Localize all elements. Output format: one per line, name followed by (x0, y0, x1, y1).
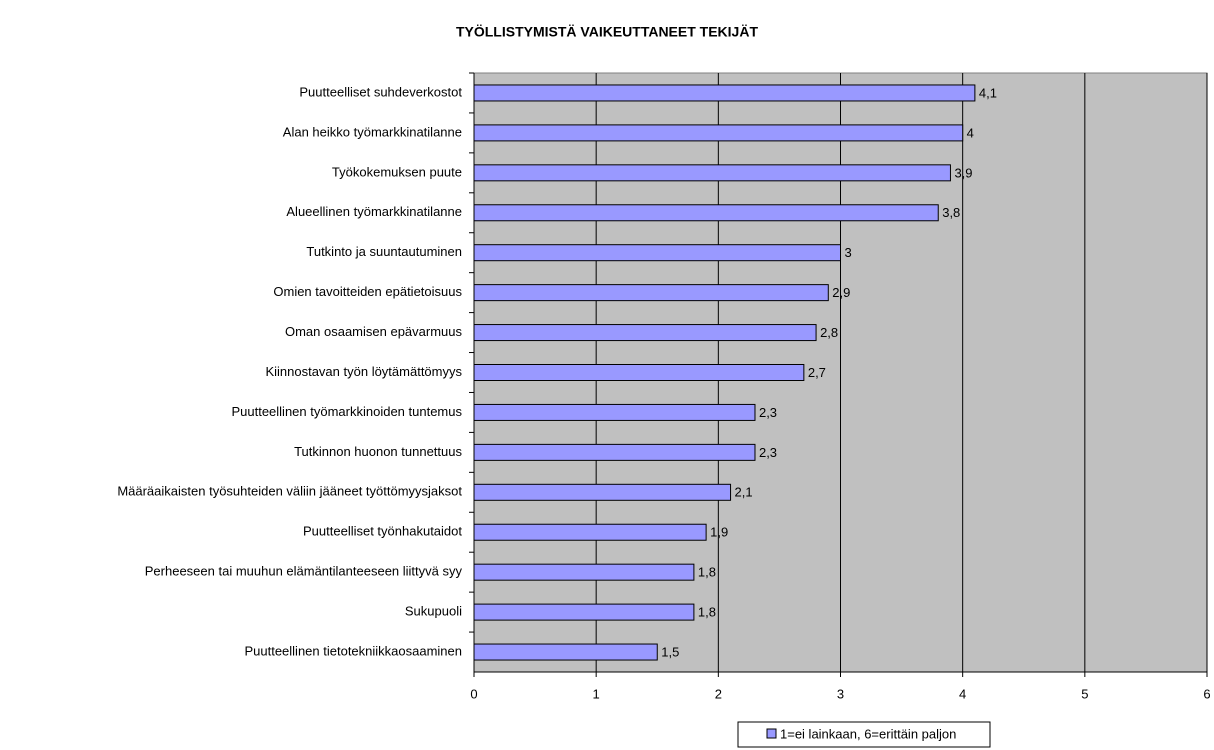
value-label: 4,1 (979, 85, 997, 100)
value-label: 1,8 (698, 565, 716, 580)
legend-box (737, 721, 991, 748)
legend-label: 1=ei lainkaan, 6=erittäin paljon (780, 726, 956, 741)
value-label: 3,8 (942, 205, 960, 220)
value-label: 2,8 (820, 325, 838, 340)
bar (473, 603, 695, 621)
bar (473, 563, 695, 581)
y-tick-label: Tutkinnon huonon tunnettuus (294, 444, 462, 459)
value-label: 1,9 (710, 525, 728, 540)
bar (473, 443, 756, 461)
x-tick-label: 6 (1203, 686, 1210, 701)
value-label: 3 (845, 245, 852, 260)
value-label: 2,1 (735, 485, 753, 500)
y-tick-label: Oman osaamisen epävarmuus (285, 324, 463, 339)
bar (473, 364, 805, 381)
bar (473, 284, 829, 302)
bar (473, 643, 658, 661)
y-tick-label: Sukupuoli (405, 604, 462, 619)
value-label: 2,7 (808, 365, 826, 380)
y-tick-label: Puutteelliset työnhakutaidot (303, 524, 462, 539)
x-tick-label: 1 (593, 686, 600, 701)
y-tick-label: Määräaikaisten työsuhteiden väliin jääne… (117, 484, 462, 499)
bar (473, 204, 939, 222)
value-label: 4 (967, 125, 974, 140)
bar (473, 403, 756, 421)
y-tick-label: Alan heikko työmarkkinatilanne (283, 124, 462, 139)
x-tick-label: 0 (470, 686, 477, 701)
legend-swatch (766, 728, 777, 739)
y-tick-label: Puutteellinen tietotekniikkaosaaminen (244, 643, 462, 658)
y-tick-label: Alueellinen työmarkkinatilanne (286, 204, 462, 219)
bar (473, 523, 707, 541)
bar (473, 244, 841, 262)
value-label: 2,3 (759, 405, 777, 420)
y-tick-label: Puutteelliset suhdeverkostot (299, 84, 462, 99)
x-tick-label: 2 (715, 686, 722, 701)
y-tick-label: Kiinnostavan työn löytämättömyys (265, 364, 462, 379)
value-label: 2,9 (832, 285, 850, 300)
y-tick-label: Perheeseen tai muuhun elämäntilanteeseen… (145, 564, 463, 579)
y-tick-label: Puutteellinen työmarkkinoiden tuntemus (231, 404, 462, 419)
value-label: 2,3 (759, 445, 777, 460)
x-tick-label: 5 (1081, 686, 1088, 701)
x-tick-label: 3 (837, 686, 844, 701)
bar (473, 324, 817, 342)
y-tick-label: Omien tavoitteiden epätietoisuus (273, 284, 462, 299)
chart-title: TYÖLLISTYMISTÄ VAIKEUTTANEET TEKIJÄT (456, 24, 758, 40)
value-label: 1,8 (698, 605, 716, 620)
bar (473, 124, 964, 142)
y-tick-label: Tutkinto ja suuntautuminen (306, 244, 462, 259)
value-label: 1,5 (661, 644, 679, 659)
value-label: 3,9 (954, 165, 972, 180)
bar (473, 483, 732, 501)
y-tick-label: Työkokemuksen puute (332, 164, 462, 179)
x-tick-label: 4 (959, 686, 966, 701)
bar (473, 164, 951, 182)
bar (473, 84, 976, 102)
